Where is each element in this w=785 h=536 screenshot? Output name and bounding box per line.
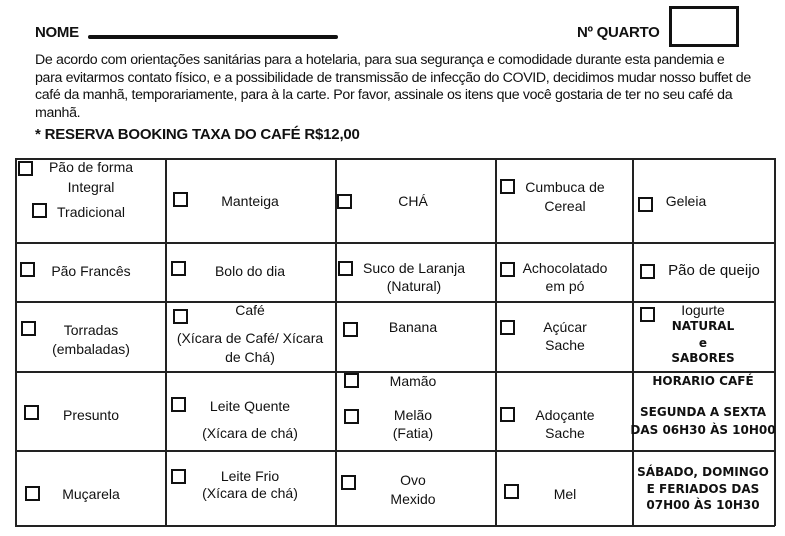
checkbox-presunto[interactable]: [24, 405, 39, 420]
item-label: Adoçante: [535, 407, 595, 423]
item-label: e: [698, 336, 708, 350]
divider: [15, 158, 17, 526]
checkbox-tradicional[interactable]: [32, 203, 47, 218]
checkbox-cha[interactable]: [337, 194, 352, 209]
item-label: (Xícara de chá): [202, 485, 298, 501]
item-label: Pão de queijo: [668, 262, 760, 279]
divider: [165, 158, 167, 526]
item-label: (Xícara de Café/ Xícara: [176, 330, 324, 346]
item-label: Sache: [545, 337, 585, 353]
checkbox-adocante[interactable]: [500, 407, 515, 422]
intro-text: De acordo com orientações sanitárias par…: [35, 52, 751, 121]
checkbox-geleia[interactable]: [638, 197, 653, 212]
checkbox-manteiga[interactable]: [173, 192, 188, 207]
checkbox-suco[interactable]: [338, 261, 353, 276]
checkbox-pao-de-queijo[interactable]: [640, 264, 655, 279]
item-label: Integral: [67, 179, 115, 195]
checkbox-leite-quente[interactable]: [171, 397, 186, 412]
checkbox-cafe[interactable]: [173, 309, 188, 324]
item-label: Açúcar: [543, 319, 587, 335]
checkbox-pao-frances[interactable]: [20, 262, 35, 277]
checkbox-iogurte[interactable]: [640, 307, 655, 322]
checkbox-leite-frio[interactable]: [171, 469, 186, 484]
checkbox-mamao[interactable]: [344, 373, 359, 388]
divider: [495, 158, 497, 526]
divider: [15, 450, 775, 452]
checkbox-cumbuca-cereal[interactable]: [500, 179, 515, 194]
item-label: Mexido: [390, 491, 436, 507]
item-label: Pão de forma: [48, 159, 134, 175]
item-label: em pó: [545, 278, 585, 294]
item-label: Ovo: [400, 472, 426, 488]
item-label: Mamão: [389, 373, 437, 389]
checkbox-bolo[interactable]: [171, 261, 186, 276]
item-label: Bolo do dia: [214, 263, 286, 279]
divider: [15, 371, 775, 373]
divider: [15, 242, 775, 244]
item-label: Suco de Laranja: [363, 260, 465, 276]
item-label: Banana: [388, 319, 438, 335]
checkbox-pao-de-forma-integral[interactable]: [18, 161, 33, 176]
item-label: Sache: [545, 425, 585, 441]
item-label: Achocolatado: [522, 260, 608, 276]
divider: [15, 525, 775, 527]
item-label: Pão Francês: [51, 263, 131, 279]
schedule-weekend: SÁBADO, DOMINGO: [637, 465, 769, 479]
item-label: Melão: [393, 407, 433, 423]
item-label: NATURAL: [671, 319, 735, 333]
schedule-title: HORARIO CAFÉ: [652, 374, 754, 388]
item-label: Muçarela: [62, 486, 120, 502]
item-label: Leite Quente: [209, 398, 291, 414]
name-label: NOME: [35, 24, 79, 41]
checkbox-acucar[interactable]: [500, 320, 515, 335]
item-label: Presunto: [62, 407, 120, 423]
divider: [15, 301, 775, 303]
item-label: CHÁ: [398, 193, 428, 209]
item-label: Manteiga: [221, 193, 279, 209]
item-label: (Fatia): [392, 425, 434, 441]
item-label: Geleia: [665, 193, 707, 209]
schedule-weekend: E FERIADOS DAS: [646, 482, 760, 496]
item-label: Tradicional: [57, 204, 125, 220]
checkbox-mel[interactable]: [504, 484, 519, 499]
item-label: de Chá): [225, 349, 275, 365]
item-label: (embaladas): [52, 341, 130, 357]
room-field[interactable]: [669, 6, 739, 47]
checkbox-torradas[interactable]: [21, 321, 36, 336]
item-label: Cumbuca de: [525, 179, 605, 195]
room-label: Nº QUARTO: [577, 24, 660, 41]
item-label: Torradas: [63, 322, 119, 338]
fee-note: * RESERVA BOOKING TAXA DO CAFÉ R$12,00: [35, 126, 360, 143]
item-label: (Natural): [386, 278, 442, 294]
divider: [774, 158, 776, 526]
divider: [335, 158, 337, 526]
divider: [15, 158, 775, 160]
schedule-weekdays: SEGUNDA A SEXTA: [640, 405, 766, 419]
checkbox-ovo-mexido[interactable]: [341, 475, 356, 490]
checkbox-melao[interactable]: [344, 409, 359, 424]
item-label: Leite Frio: [220, 468, 280, 484]
item-label: SABORES: [671, 351, 735, 365]
item-label: Cereal: [544, 198, 586, 214]
item-label: Iogurte: [681, 302, 725, 318]
schedule-weekdays: DAS 06H30 ÀS 10H00: [630, 423, 776, 437]
item-label: Café: [235, 302, 265, 318]
checkbox-banana[interactable]: [343, 322, 358, 337]
checkbox-mucarela[interactable]: [25, 486, 40, 501]
item-label: Mel: [553, 486, 577, 502]
name-field[interactable]: [88, 35, 338, 39]
schedule-weekend: 07H00 ÀS 10H30: [646, 498, 760, 512]
item-label: (Xícara de chá): [202, 425, 298, 441]
checkbox-achocolatado[interactable]: [500, 262, 515, 277]
divider: [632, 158, 634, 526]
